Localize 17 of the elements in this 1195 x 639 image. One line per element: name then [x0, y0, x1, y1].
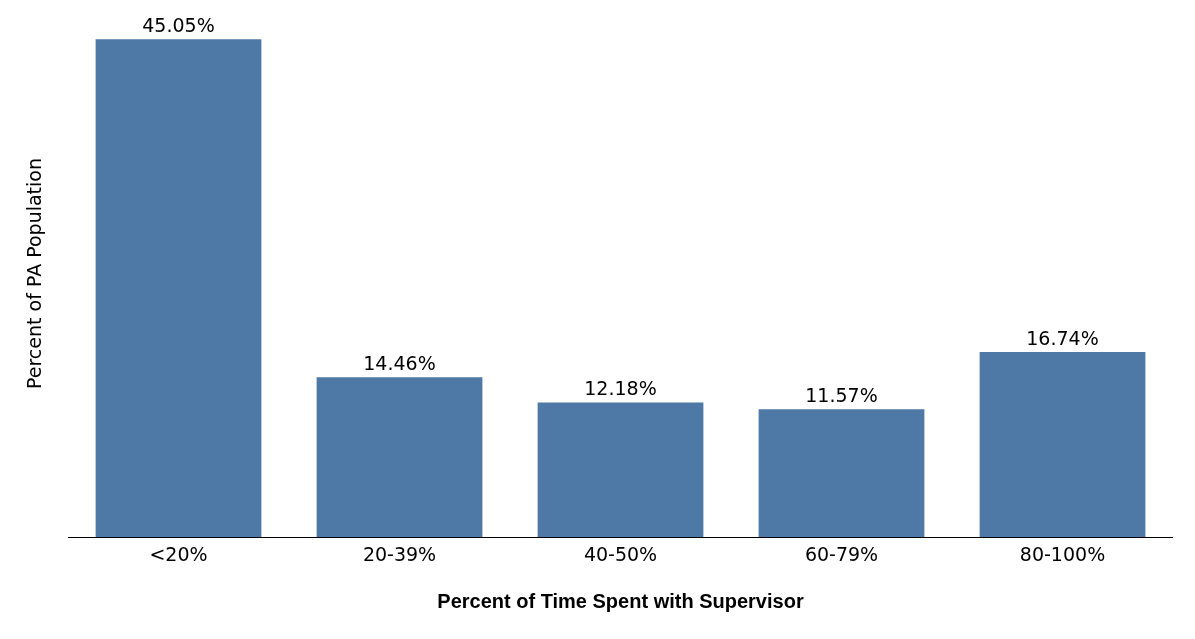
- bar: [979, 352, 1146, 537]
- x-tick-label: 80-100%: [1019, 542, 1106, 565]
- data-label: 12.18%: [584, 377, 657, 400]
- data-label: 16.74%: [1026, 327, 1099, 350]
- data-label: 45.05%: [142, 14, 215, 37]
- bar: [758, 409, 925, 537]
- y-axis-title: Percent of PA Population: [22, 158, 45, 389]
- x-tick-label: 60-79%: [804, 542, 879, 565]
- bar: [316, 377, 483, 537]
- x-axis-title: Percent of Time Spent with Supervisor: [437, 590, 804, 613]
- data-label: 11.57%: [805, 384, 878, 407]
- data-label: 14.46%: [363, 352, 436, 375]
- bar: [95, 39, 262, 537]
- x-tick-label: 40-50%: [583, 542, 658, 565]
- bar: [537, 402, 704, 537]
- x-tick-label: <20%: [149, 542, 208, 565]
- x-tick-label: 20-39%: [362, 542, 437, 565]
